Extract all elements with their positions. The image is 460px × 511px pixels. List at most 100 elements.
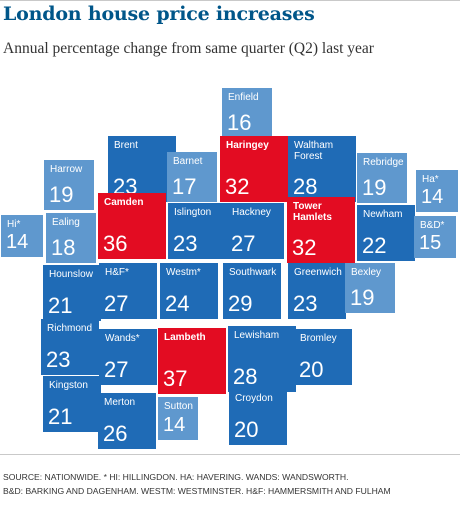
tile-value: 21	[48, 404, 73, 429]
tile-label: Rebridge	[363, 157, 404, 168]
tile-label: Bexley	[351, 267, 382, 278]
tile-bandd: B&D* 15	[414, 216, 456, 258]
tile-label: Newham	[363, 209, 403, 220]
tile-label: Wands*	[105, 333, 140, 344]
tile-lewisham: Lewisham 28	[228, 326, 296, 392]
source-note: Source: Nationwide. * Hi: Hillingdon. Ha…	[3, 470, 391, 498]
tile-bexley: Bexley 19	[345, 263, 395, 313]
tile-value: 20	[234, 417, 259, 442]
tile-label: Barnet	[173, 156, 203, 167]
tile-value: 14	[6, 231, 29, 253]
tile-camden: Camden 36	[98, 193, 166, 259]
footer-rule	[0, 454, 460, 455]
tile-richmond: Richmond 23	[41, 319, 99, 375]
tile-label: Hounslow	[49, 269, 93, 280]
tile-label: Islington	[174, 207, 212, 218]
source-line-1: Source: Nationwide. * Hi: Hillingdon. Ha…	[3, 472, 349, 482]
chart-title: London house price increases	[3, 3, 315, 25]
tile-wands: Wands* 27	[99, 329, 157, 385]
tile-value: 28	[233, 364, 258, 389]
tile-waltham-forest: Waltham Forest 28	[288, 136, 356, 202]
tile-handf: H&F* 27	[99, 263, 157, 319]
tile-westm: Westm* 24	[160, 263, 218, 319]
tile-label: Croydon	[235, 393, 273, 404]
tile-value: 22	[362, 233, 387, 258]
tile-value: 14	[421, 186, 444, 208]
tile-label: Brent	[114, 140, 138, 151]
tile-value: 27	[231, 231, 256, 256]
tile-merton: Merton 26	[98, 393, 156, 449]
tile-label: Westm*	[166, 267, 201, 278]
tile-barnet: Barnet 17	[167, 152, 217, 202]
tile-label: Ha*	[422, 174, 439, 185]
tile-enfield: Enfield 16	[222, 88, 272, 138]
tile-value: 17	[172, 174, 197, 199]
source-line-2: B&D: Barking and Dagenham. Westm: Westmi…	[3, 486, 391, 496]
tile-value: 26	[103, 421, 128, 446]
tile-label: Hackney	[232, 207, 271, 218]
tile-hounslow: Hounslow 21	[43, 265, 101, 321]
tile-hi: Hi* 14	[1, 215, 43, 257]
tile-value: 29	[228, 291, 253, 316]
tile-value: 37	[163, 366, 188, 391]
tile-value: 15	[419, 232, 442, 254]
tile-value: 23	[173, 231, 198, 256]
tile-value: 24	[165, 291, 190, 316]
tile-southwark: Southwark 29	[223, 263, 281, 319]
tile-newham: Newham 22	[357, 205, 415, 261]
tile-value: 27	[104, 357, 129, 382]
top-rule	[0, 0, 460, 1]
tile-label: Harrow	[50, 164, 83, 175]
tile-sutton: Sutton 14	[158, 397, 198, 440]
tile-value: 19	[362, 175, 387, 200]
tile-label: H&F*	[105, 267, 129, 278]
chart-subtitle: Annual percentage change from same quart…	[3, 40, 374, 57]
tile-value: 23	[46, 347, 71, 372]
tile-harrow: Harrow 19	[44, 160, 94, 210]
tile-label: Camden	[104, 197, 144, 208]
tile-label: B&D*	[420, 220, 445, 231]
tile-greenwich: Greenwich 23	[288, 263, 346, 319]
tile-value: 19	[350, 285, 375, 310]
tile-label: Ealing	[52, 217, 80, 228]
tile-label: Hi*	[7, 219, 21, 230]
tile-value: 16	[227, 110, 252, 135]
tile-label: Bromley	[300, 333, 337, 344]
tile-label: Haringey	[226, 140, 269, 151]
tile-lambeth: Lambeth 37	[158, 328, 226, 394]
tile-croydon: Croydon 20	[229, 389, 287, 445]
tile-haringey: Haringey 32	[220, 136, 288, 202]
tile-value: 20	[299, 357, 324, 382]
tile-kingston: Kingston 21	[43, 376, 101, 432]
tile-hackney: Hackney 27	[226, 203, 284, 259]
tile-value: 14	[163, 414, 186, 436]
tile-label: Sutton	[164, 401, 193, 412]
tile-label: Merton	[104, 397, 136, 408]
tile-label: Greenwich	[294, 267, 342, 278]
tile-ha: Ha* 14	[416, 170, 458, 212]
tile-label: Tower Hamlets	[293, 201, 332, 223]
tile-value: 36	[103, 231, 128, 256]
tile-value: 23	[113, 174, 138, 199]
tile-value: 32	[292, 235, 317, 260]
tile-label: Kingston	[49, 380, 88, 391]
tile-value: 27	[104, 291, 129, 316]
tile-label: Richmond	[47, 323, 93, 334]
tile-tower-hamlets: Tower Hamlets 32	[287, 197, 355, 263]
tile-value: 23	[293, 291, 318, 316]
tile-label: Lewisham	[234, 330, 280, 341]
tile-brent: Brent 23	[108, 136, 176, 202]
tile-islington: Islington 23	[168, 203, 226, 259]
tile-value: 32	[225, 174, 250, 199]
tile-bromley: Bromley 20	[294, 329, 352, 385]
tile-value: 28	[293, 174, 318, 199]
tile-value: 21	[48, 293, 73, 318]
tile-rebridge: Rebridge 19	[357, 153, 407, 203]
tile-value: 19	[49, 182, 74, 207]
tile-value: 18	[51, 235, 76, 260]
tile-ealing: Ealing 18	[46, 213, 96, 263]
tile-label: Lambeth	[164, 332, 206, 343]
tile-label: Waltham Forest	[294, 140, 334, 162]
tile-label: Enfield	[228, 92, 259, 103]
